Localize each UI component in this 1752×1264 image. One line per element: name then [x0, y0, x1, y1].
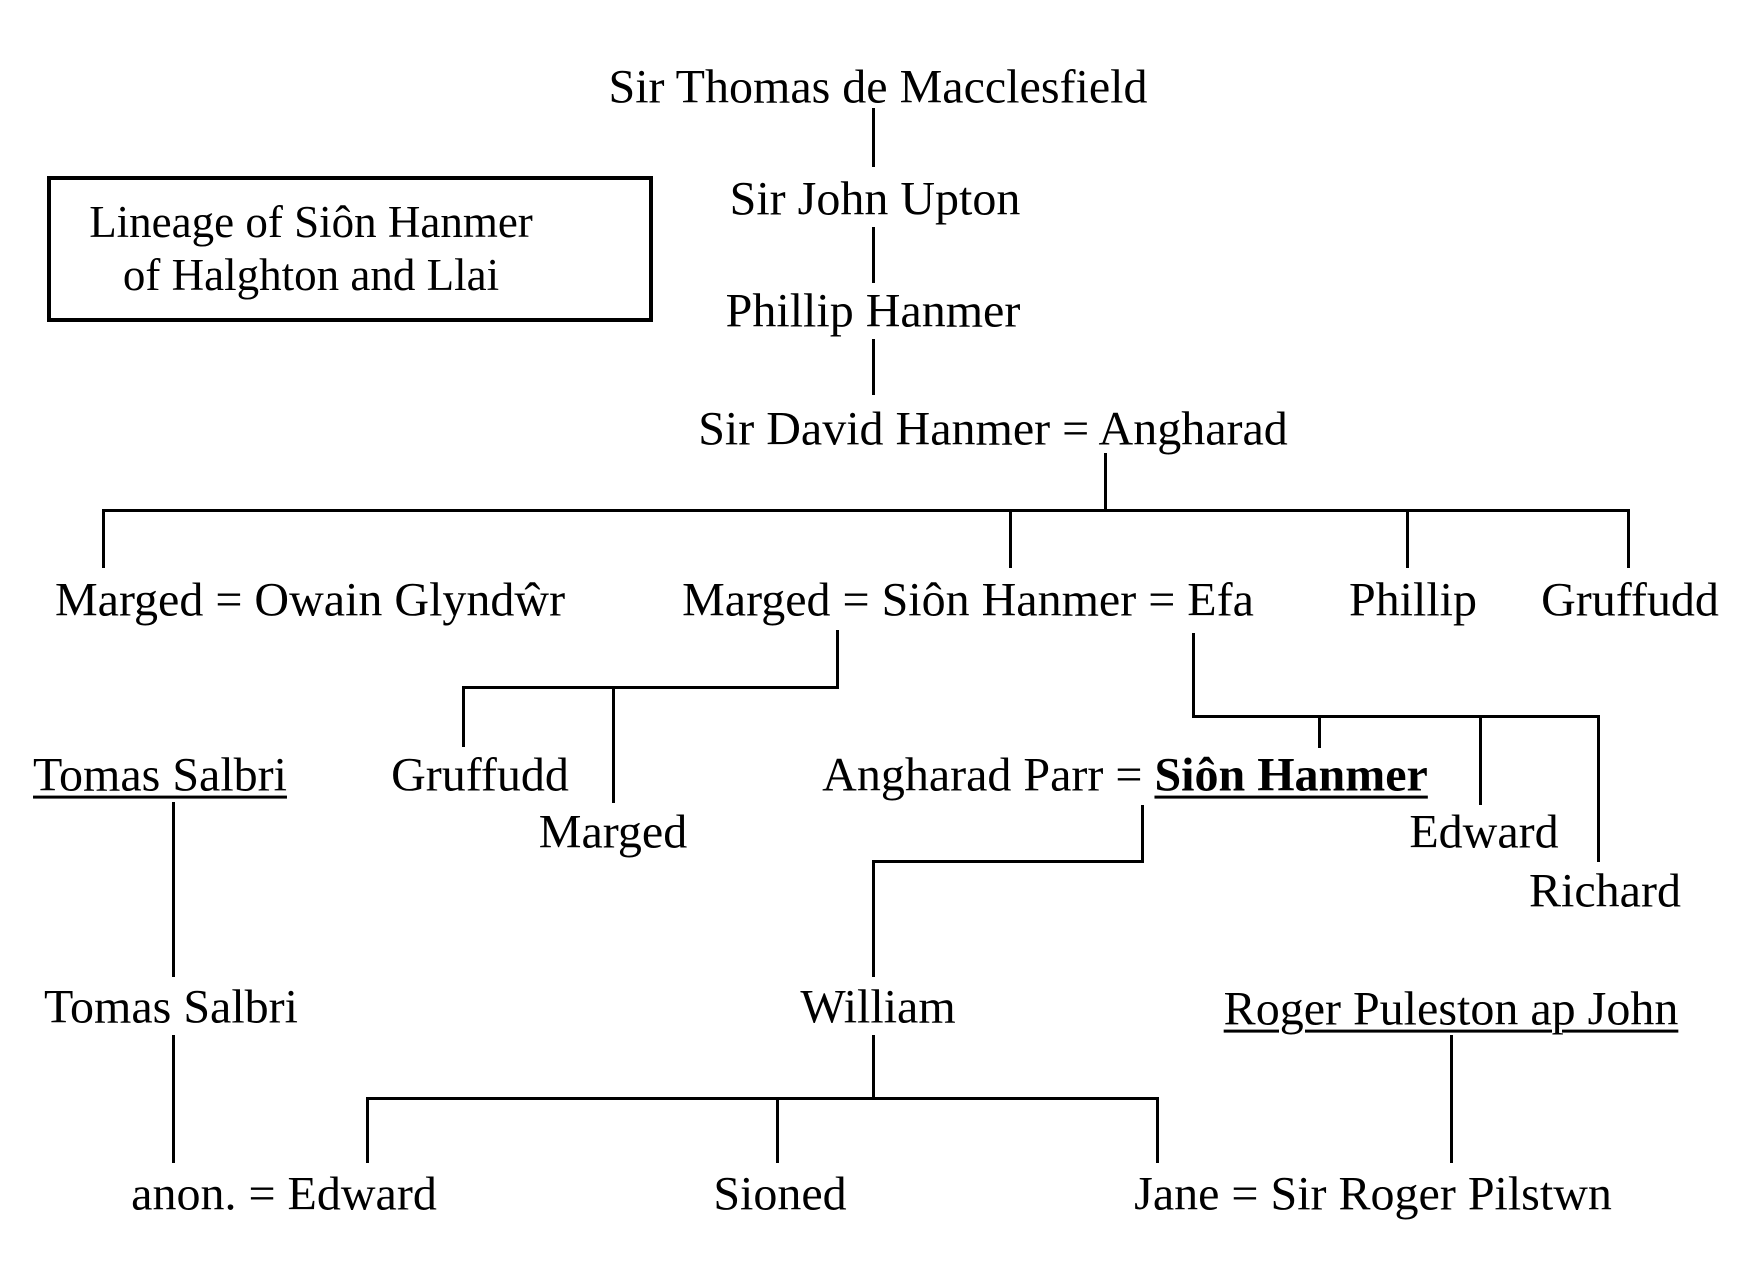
person-richard: Richard: [1529, 864, 1681, 919]
person-name-text: Sir Thomas de Macclesfield: [608, 60, 1148, 114]
person-roger-puleston-ap-john: Roger Puleston ap John: [1223, 982, 1679, 1037]
person-name-text: Roger Puleston ap John: [1223, 982, 1679, 1036]
person-name-text: Sioned: [713, 1167, 847, 1221]
title-line-2: of Halghton and Llai: [122, 250, 500, 300]
title-box: Lineage of Siôn Hanmer of Halghton and L…: [47, 176, 653, 322]
person-name-text: Gruffudd: [391, 748, 569, 802]
connector-line: [1008, 510, 1012, 568]
person-marged-2: Marged: [538, 805, 688, 860]
connector-line: [1405, 510, 1409, 568]
connector-line: [871, 227, 875, 283]
connector-line: [1478, 716, 1482, 805]
connector-line: [871, 859, 1144, 863]
person-name-text: Gruffudd: [1541, 573, 1719, 627]
person-name-text: Siôn Hanmer: [1154, 748, 1428, 802]
person-sioned: Sioned: [713, 1167, 847, 1222]
person-name-text: Jane = Sir Roger Pilstwn: [1134, 1167, 1612, 1221]
connector-line: [1596, 716, 1600, 862]
connector-line: [871, 861, 875, 977]
connector-line: [1626, 510, 1630, 568]
person-phillip: Phillip: [1348, 573, 1478, 628]
person-anon-edward: anon. = Edward: [131, 1167, 437, 1222]
person-tomas-salbri-1: Tomas Salbri: [33, 748, 287, 803]
connector-line: [775, 1098, 779, 1163]
connector-line: [1140, 805, 1144, 861]
connector-line: [365, 1098, 369, 1163]
connector-line: [1155, 1098, 1159, 1163]
person-name-text: Edward: [1409, 805, 1559, 859]
connector-line: [871, 1035, 875, 1098]
connector-line: [1103, 453, 1107, 510]
person-jane-sir-roger-pilstwn: Jane = Sir Roger Pilstwn: [1134, 1167, 1612, 1222]
connector-line: [871, 108, 875, 167]
person-gruffudd: Gruffudd: [1541, 573, 1719, 628]
connector-line: [461, 687, 465, 747]
connector-line: [461, 685, 839, 689]
person-name-text: anon. = Edward: [131, 1167, 437, 1221]
person-marged-owain-glyndwr: Marged = Owain Glyndŵr: [54, 573, 566, 628]
connector-line: [101, 510, 105, 568]
connector-line: [1191, 633, 1195, 716]
person-name-text: Marged = Siôn Hanmer = Efa: [682, 573, 1254, 627]
connector-line: [1317, 716, 1321, 748]
connector-line: [171, 1035, 175, 1163]
connector-line: [1449, 1035, 1453, 1163]
person-name-text: Angharad Parr =: [822, 748, 1155, 802]
connector-line: [835, 630, 839, 687]
person-william: William: [800, 980, 956, 1035]
person-sir-thomas-de-macclesfield: Sir Thomas de Macclesfield: [608, 60, 1148, 115]
person-name-text: Phillip: [1348, 573, 1478, 627]
person-name-text: Richard: [1529, 864, 1681, 918]
person-name-text: William: [800, 980, 956, 1034]
connector-line: [365, 1096, 1159, 1100]
person-sir-david-hanmer-angharad: Sir David Hanmer = Angharad: [698, 402, 1288, 457]
title-line-1: Lineage of Siôn Hanmer: [89, 197, 533, 247]
person-tomas-salbri-2: Tomas Salbri: [44, 980, 298, 1035]
person-name-text: Marged: [538, 805, 688, 859]
person-name-text: Tomas Salbri: [44, 980, 298, 1034]
person-marged-sion-hanmer-efa: Marged = Siôn Hanmer = Efa: [682, 573, 1254, 628]
person-name-text: Marged = Owain Glyndŵr: [54, 573, 566, 627]
person-angharad-parr-sion-hanmer: Angharad Parr = Siôn Hanmer: [822, 748, 1428, 803]
connector-line: [1191, 714, 1600, 718]
connector-line: [611, 687, 615, 803]
person-name-text: Tomas Salbri: [33, 748, 287, 802]
person-name-text: Sir David Hanmer = Angharad: [698, 402, 1288, 456]
person-sir-john-upton: Sir John Upton: [729, 172, 1021, 227]
person-name-text: Sir John Upton: [729, 172, 1021, 226]
person-gruffudd-2: Gruffudd: [391, 748, 569, 803]
person-edward-1: Edward: [1409, 805, 1559, 860]
person-phillip-hanmer: Phillip Hanmer: [725, 284, 1021, 339]
connector-line: [101, 508, 1630, 512]
connector-line: [871, 339, 875, 395]
connector-line: [171, 802, 175, 977]
person-name-text: Phillip Hanmer: [725, 284, 1021, 338]
